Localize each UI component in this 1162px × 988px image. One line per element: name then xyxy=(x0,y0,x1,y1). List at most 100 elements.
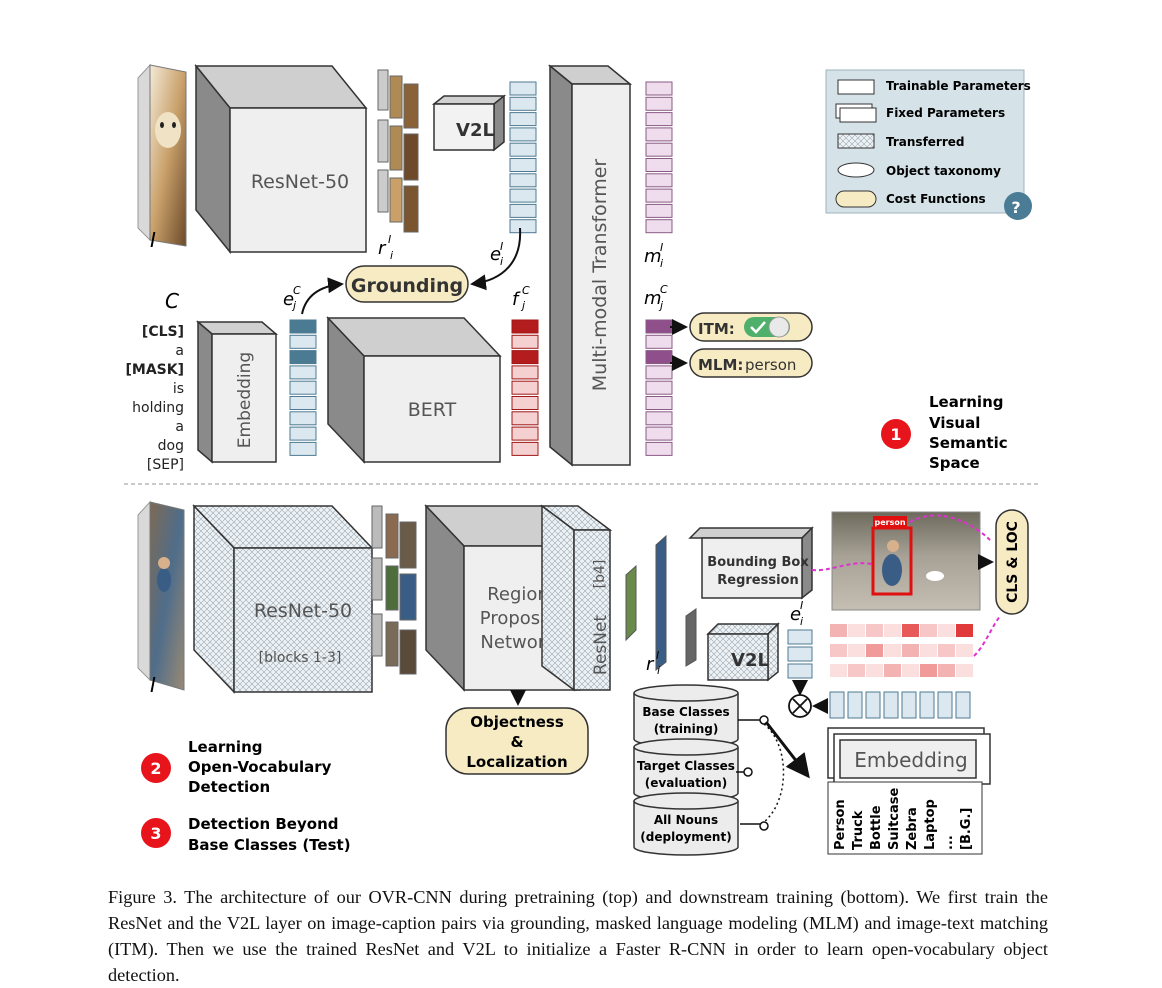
top-ej-sub: j xyxy=(291,299,297,312)
step2-line: Learning xyxy=(188,738,263,756)
legend-taxonomy-swatch xyxy=(837,162,875,178)
itm-cost xyxy=(689,312,813,342)
bbox-line: Bounding Box xyxy=(707,555,809,570)
class-name: Truck xyxy=(851,810,866,850)
bbox-to-scene-link xyxy=(811,562,873,572)
grounding-cost xyxy=(345,265,469,303)
mlm-label: MLM: xyxy=(698,356,743,374)
database-title: Base Classes xyxy=(642,705,729,719)
class-embedding-cell xyxy=(829,691,845,719)
score-cell xyxy=(848,664,865,677)
bert-label: BERT xyxy=(408,399,457,421)
objectness-line: Objectness xyxy=(470,713,564,731)
score-cell xyxy=(866,644,883,657)
bottom-ei-sup: I xyxy=(800,599,803,612)
caption-token: dog xyxy=(158,438,184,454)
taxonomy-database: Base Classes (training) Target Classes (eva… xyxy=(633,684,739,856)
embedding-cell xyxy=(511,441,539,456)
embedding-cell xyxy=(787,629,813,645)
legend-cost-swatch xyxy=(835,190,877,208)
bottom-r-sub: i xyxy=(657,664,660,677)
class-embedding-cell xyxy=(901,691,917,719)
top-ej-label: e xyxy=(283,289,294,310)
caption-token: a xyxy=(175,343,184,359)
step2-line: Open-Vocabulary xyxy=(188,758,332,776)
embedding-cell xyxy=(645,173,673,188)
embedding-cell xyxy=(645,158,673,172)
score-cell xyxy=(920,624,937,637)
top-v2l-label: V2L xyxy=(456,120,494,141)
legend-trainable: Trainable Parameters xyxy=(886,79,1031,93)
class-name: Laptop xyxy=(923,799,938,850)
database-segment xyxy=(633,801,739,856)
embedding-cell xyxy=(787,646,813,662)
tag-to-cls-link xyxy=(909,514,991,541)
top-m-stack xyxy=(645,81,673,456)
embedding-cell xyxy=(645,411,673,426)
top-resnet-block xyxy=(194,63,368,255)
embedding-cell xyxy=(289,411,317,426)
database-sub: (evaluation) xyxy=(645,776,727,790)
score-cell xyxy=(938,664,955,677)
bottom-ei-stack xyxy=(787,629,813,679)
step3-number: 3 xyxy=(150,824,161,843)
caption-token: a xyxy=(175,419,184,435)
objectness-cost xyxy=(445,707,589,775)
embedding-cell xyxy=(511,334,539,349)
rpn-line: Network xyxy=(480,632,556,653)
database-sub: (deployment) xyxy=(640,830,731,844)
multiply-cross xyxy=(792,698,808,714)
bbox-line: Regression xyxy=(717,573,798,588)
embedding-cell xyxy=(289,350,317,365)
mmt-label: Multi-modal Transformer xyxy=(589,159,611,392)
mlm-value: person xyxy=(745,356,796,374)
objectness-line: Localization xyxy=(466,753,567,771)
embedding-cell xyxy=(509,127,537,142)
embedding-cell xyxy=(509,173,537,188)
embedding-cell xyxy=(509,188,537,203)
class-names: Person Truck Bottle Suitcase Zebra Laptop...[… xyxy=(833,787,974,850)
scores-to-cls-link xyxy=(973,615,1001,657)
step3-line: Detection Beyond xyxy=(188,815,338,833)
embedding-cell xyxy=(645,396,673,410)
bottom-resnet-sub: [blocks 1-3] xyxy=(259,650,342,666)
caption-c-label: C xyxy=(165,289,179,313)
score-cell xyxy=(884,644,901,657)
class-embedding-cell xyxy=(919,691,935,719)
bottom-region-crops xyxy=(371,505,417,675)
step2-line: Detection xyxy=(188,778,270,796)
step1-line: Visual xyxy=(929,414,980,432)
legend-trainable-swatch xyxy=(837,79,875,95)
embedding-cell xyxy=(509,81,537,96)
score-cell xyxy=(938,624,955,637)
taxonomy-selector xyxy=(736,715,810,831)
help-icon[interactable] xyxy=(1004,192,1032,220)
embedding-cell xyxy=(645,441,673,456)
score-cell xyxy=(920,664,937,677)
class-embedding-cell xyxy=(937,691,953,719)
embedding-cell xyxy=(645,365,673,380)
top-f-label: f xyxy=(512,289,521,310)
embedding-cell xyxy=(509,112,537,127)
detection-scene-image xyxy=(831,511,981,611)
top-region-crops xyxy=(377,69,419,233)
score-cell xyxy=(956,624,973,637)
bottom-input-image xyxy=(137,500,185,691)
embedding-cell xyxy=(509,203,537,218)
top-ei-label: e xyxy=(490,244,501,265)
top-mi-sup: I xyxy=(660,241,663,254)
class-embedding-cell xyxy=(847,691,863,719)
embedding-cell xyxy=(509,158,537,172)
score-cell xyxy=(956,664,973,677)
architecture-diagram: I ResNet-50 r I i V2L e I i Multi-modal … xyxy=(124,63,1040,856)
class-name: Bottle xyxy=(869,805,884,850)
bottom-r-label: r xyxy=(646,654,655,675)
caption-token: holding xyxy=(132,400,184,416)
rpn-line: Proposal xyxy=(480,608,556,629)
class-name: Suitcase xyxy=(887,787,902,850)
bottom-v2l-block xyxy=(706,622,780,682)
top-mj-sub: j xyxy=(658,299,664,312)
person-tag: person xyxy=(874,518,905,527)
database-lid xyxy=(633,684,739,702)
score-cell xyxy=(902,624,919,637)
